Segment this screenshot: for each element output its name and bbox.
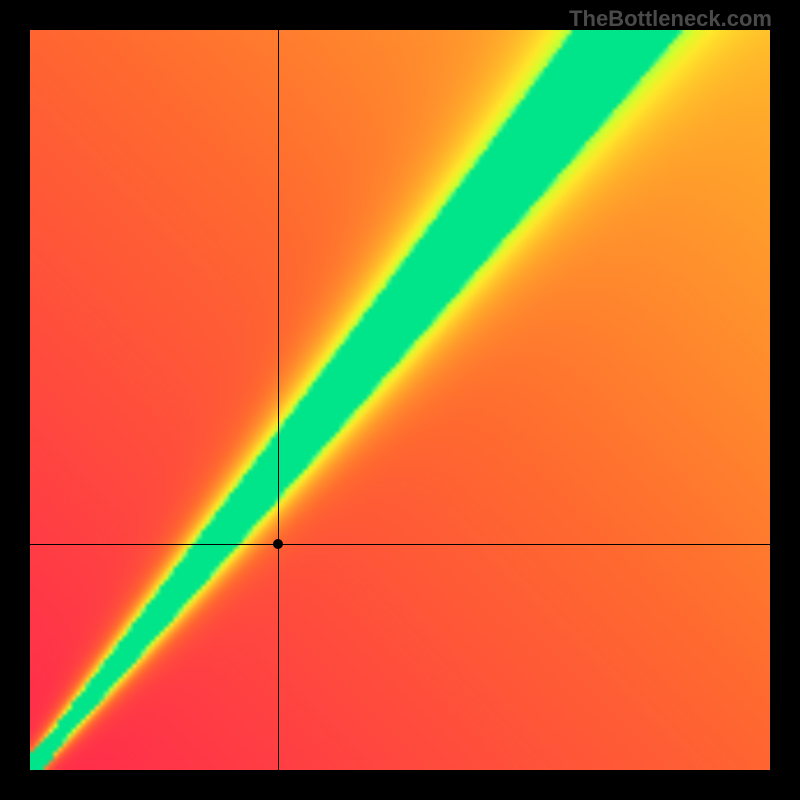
selection-marker [273,539,283,549]
crosshair-horizontal [30,544,770,545]
bottleneck-heatmap [30,30,770,770]
watermark-text: TheBottleneck.com [569,6,772,32]
heatmap-canvas [30,30,770,770]
crosshair-vertical [278,30,279,770]
